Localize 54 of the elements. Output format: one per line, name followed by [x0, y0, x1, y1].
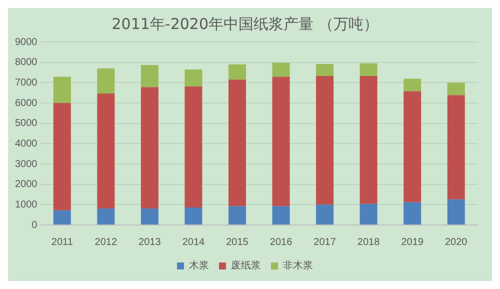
y-tick-label: 7000 [14, 77, 38, 88]
x-tick-label: 2013 [138, 236, 162, 248]
bar [53, 76, 71, 103]
bar [316, 76, 334, 205]
bar [404, 202, 422, 224]
bar [272, 76, 290, 206]
x-tick-label: 2019 [401, 236, 424, 248]
bar [404, 91, 422, 202]
bar [404, 78, 422, 92]
x-tick-label: 2011 [51, 236, 74, 248]
y-tick-label: 0 [32, 220, 38, 231]
x-tick-label: 2020 [444, 236, 468, 248]
y-tick-label: 9000 [14, 36, 38, 48]
bar [140, 87, 158, 209]
bar [140, 64, 158, 88]
bar [447, 199, 465, 224]
bar [97, 208, 115, 224]
x-tick-label: 2017 [314, 236, 336, 248]
bar [53, 103, 71, 210]
legend-label: 废纸浆 [231, 260, 261, 272]
y-tick-label: 5000 [14, 118, 38, 130]
bar [53, 210, 71, 224]
x-tick-label: 2018 [357, 236, 380, 248]
bar [184, 86, 202, 208]
bar [272, 62, 290, 77]
bar [360, 76, 378, 204]
x-tick-label: 2014 [182, 236, 206, 248]
bar [316, 204, 334, 224]
bar [184, 208, 202, 224]
bar [316, 64, 334, 76]
y-tick-label: 8000 [14, 57, 38, 68]
x-tick-label: 2016 [270, 236, 293, 248]
bar [272, 206, 290, 224]
bar [228, 64, 246, 80]
bar [97, 93, 115, 209]
legend-label: 非木浆 [283, 260, 313, 272]
bar [140, 208, 158, 224]
y-tick-label: 6000 [14, 98, 38, 109]
bar [447, 95, 465, 200]
legend-label: 木浆 [189, 260, 209, 272]
chart-title: 2011年-2020年中国纸浆产量 （万吨） [112, 14, 378, 33]
bar [228, 206, 246, 224]
x-tick-label: 2012 [94, 236, 118, 248]
bar [97, 68, 115, 94]
y-tick-label: 1000 [14, 199, 38, 210]
bar [447, 82, 465, 96]
y-tick-label: 3000 [14, 158, 38, 170]
x-tick-label: 2015 [226, 236, 249, 248]
bar [360, 204, 378, 224]
y-tick-label: 4000 [14, 138, 38, 150]
y-tick-label: 2000 [14, 179, 38, 190]
bar [360, 63, 378, 76]
bar [184, 69, 202, 87]
bar [228, 80, 246, 206]
